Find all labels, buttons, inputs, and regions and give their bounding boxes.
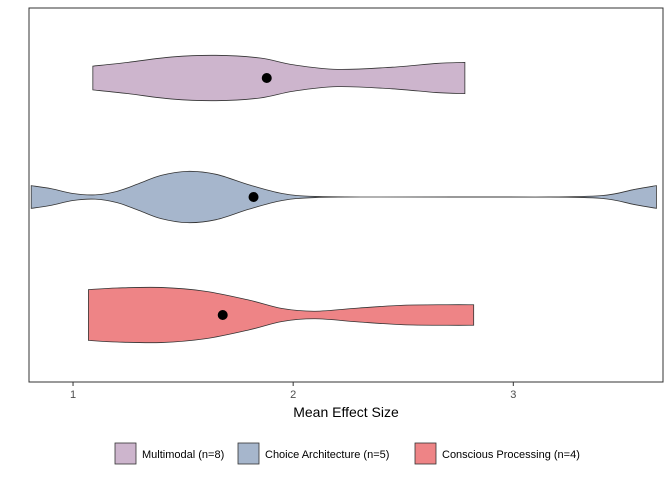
- violin-choice-architecture: [30, 170, 657, 224]
- legend: Multimodal (n=8) Choice Architecture (n=5…: [114, 442, 580, 465]
- legend-key-choice-architecture: [237, 442, 260, 465]
- legend-key-conscious-processing: [414, 442, 437, 465]
- violins-group: [30, 54, 657, 344]
- violin-multimodal: [92, 54, 466, 102]
- mean-point-choice-architecture: [248, 192, 259, 202]
- x-tick-label: 3: [510, 389, 516, 401]
- mean-point-conscious-processing: [217, 310, 228, 320]
- x-tick-label: 2: [290, 389, 296, 401]
- legend-key-multimodal: [114, 442, 137, 465]
- legend-label-multimodal: Multimodal (n=8): [142, 449, 224, 461]
- x-tick-label: 1: [70, 389, 76, 401]
- mean-point-multimodal: [261, 73, 272, 83]
- x-axis: 1 2 3: [70, 382, 516, 401]
- violin-conscious-processing: [88, 286, 475, 344]
- x-axis-title: Mean Effect Size: [293, 404, 399, 420]
- legend-label-choice-architecture: Choice Architecture (n=5): [265, 449, 389, 461]
- means-group: [217, 73, 272, 320]
- legend-label-conscious-processing: Conscious Processing (n=4): [442, 449, 580, 461]
